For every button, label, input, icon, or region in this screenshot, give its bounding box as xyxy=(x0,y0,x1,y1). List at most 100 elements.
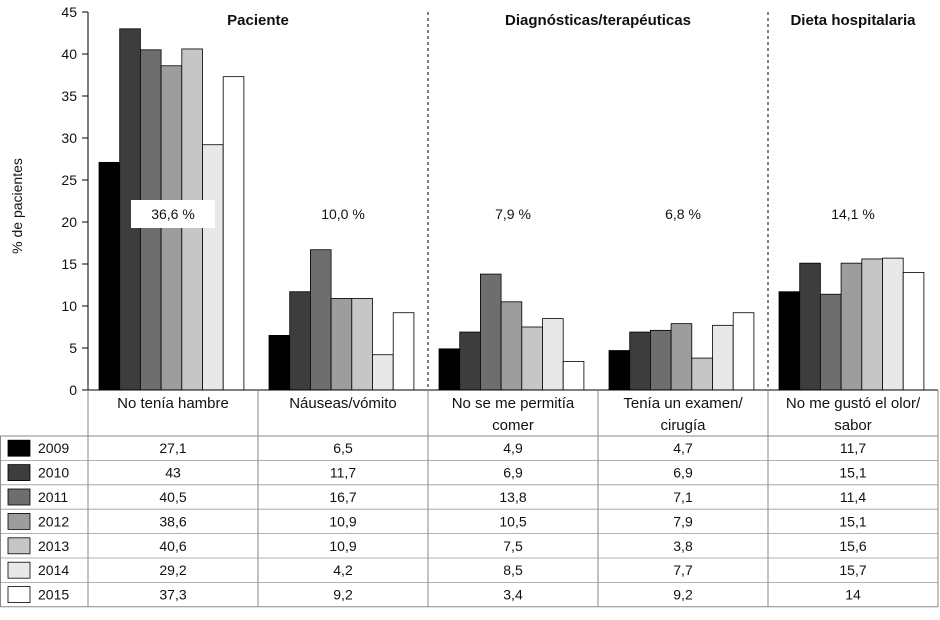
table-cell: 9,2 xyxy=(673,587,693,603)
bar-2009-cat-3 xyxy=(608,350,631,391)
y-tick-label: 15 xyxy=(61,256,77,272)
bar-2015-cat-4 xyxy=(902,271,925,391)
bar-2013-cat-3 xyxy=(691,357,713,391)
table-cell: 11,7 xyxy=(330,465,356,481)
table-cell: 10,9 xyxy=(329,538,356,554)
y-tick-label: 10 xyxy=(61,298,77,314)
table-cell: 15,6 xyxy=(839,538,866,554)
table-cell: 6,9 xyxy=(503,465,523,481)
y-tick-label: 30 xyxy=(61,130,77,146)
table-cell: 15,1 xyxy=(839,513,866,529)
table-cell: 29,2 xyxy=(159,562,186,578)
y-tick-label: 35 xyxy=(61,88,77,104)
legend-year-label: 2011 xyxy=(38,489,68,505)
bar-2014-cat-0 xyxy=(202,144,224,391)
y-tick-label: 0 xyxy=(69,382,77,398)
bar-2012-cat-3 xyxy=(670,323,693,391)
bar-2011-cat-2 xyxy=(479,273,502,391)
table-cell: 38,6 xyxy=(159,513,186,529)
bar-2013-cat-1 xyxy=(351,298,373,391)
bar-2014-cat-4 xyxy=(882,257,904,391)
category-total-label: 6,8 % xyxy=(665,206,701,222)
bar-2015-cat-0 xyxy=(222,76,245,391)
bar-2011-cat-1 xyxy=(309,249,332,391)
table-cell: 27,1 xyxy=(159,440,186,456)
pct-label-bg xyxy=(131,200,215,228)
table-cell: 4,2 xyxy=(333,562,353,578)
table-cell: 13,8 xyxy=(499,489,526,505)
category-label: sabor xyxy=(834,417,872,434)
legend-swatch-2009 xyxy=(7,439,31,457)
bar-2009-cat-0 xyxy=(98,161,121,391)
legend-year-label: 2013 xyxy=(38,538,69,554)
table-cell: 14 xyxy=(845,587,861,603)
legend-swatch-2014 xyxy=(7,561,31,579)
table-cell: 7,7 xyxy=(673,562,693,578)
category-label: cirugía xyxy=(660,417,706,434)
legend-swatch-2011 xyxy=(7,488,31,506)
legend-swatch-2012 xyxy=(7,513,31,530)
table-cell: 7,9 xyxy=(673,513,693,529)
bar-2010-cat-4 xyxy=(799,262,821,391)
bar-2010-cat-3 xyxy=(629,331,651,391)
bar-2010-cat-1 xyxy=(289,291,311,391)
bar-2014-cat-2 xyxy=(542,318,564,391)
table-cell: 4,7 xyxy=(673,440,693,456)
table-cell: 4,9 xyxy=(503,440,523,456)
table-cell: 15,7 xyxy=(839,562,866,578)
table-cell: 16,7 xyxy=(329,489,356,505)
table-cell: 40,5 xyxy=(159,489,186,505)
table-cell: 3,4 xyxy=(503,587,523,603)
table-cell: 9,2 xyxy=(333,587,353,603)
bar-2011-cat-4 xyxy=(820,293,842,391)
legend-year-label: 2014 xyxy=(38,562,69,578)
bar-2009-cat-1 xyxy=(268,334,291,391)
section-title: Paciente xyxy=(227,12,289,29)
legend-year-label: 2009 xyxy=(38,440,69,456)
bar-2015-cat-2 xyxy=(562,361,585,391)
legend-swatch-2013 xyxy=(7,537,31,555)
table-cell: 40,6 xyxy=(159,538,186,554)
table-cell: 7,5 xyxy=(503,538,523,554)
category-label: Náuseas/vómito xyxy=(289,395,397,412)
bar-2012-cat-4 xyxy=(840,262,863,391)
bar-2013-cat-4 xyxy=(861,258,883,391)
y-tick-label: 25 xyxy=(61,172,77,188)
bar-2010-cat-2 xyxy=(459,331,481,391)
legend-swatch-2015 xyxy=(7,586,31,603)
y-tick-label: 40 xyxy=(61,46,77,62)
legend-year-label: 2010 xyxy=(38,465,69,481)
category-label: comer xyxy=(492,417,534,434)
category-total-label: 36,6 % xyxy=(151,206,195,222)
table-cell: 11,7 xyxy=(840,440,866,456)
bar-2011-cat-3 xyxy=(650,329,672,391)
table-cell: 6,5 xyxy=(333,440,353,456)
bar-2009-cat-4 xyxy=(778,291,801,391)
section-title: Diagnósticas/terapéuticas xyxy=(505,12,691,29)
section-title: Dieta hospitalaria xyxy=(790,12,916,29)
table-cell: 37,3 xyxy=(159,587,186,603)
bar-2013-cat-2 xyxy=(521,326,543,391)
table-cell: 8,5 xyxy=(503,562,523,578)
bar-2014-cat-3 xyxy=(712,324,734,391)
category-total-label: 14,1 % xyxy=(831,206,875,222)
category-label: No se me permitía xyxy=(452,395,575,412)
bar-2015-cat-1 xyxy=(392,312,415,391)
y-tick-label: 20 xyxy=(61,214,77,230)
category-label: Tenía un examen/ xyxy=(623,395,743,412)
table-cell: 7,1 xyxy=(673,489,693,505)
table-cell: 3,8 xyxy=(673,538,693,554)
legend-year-label: 2015 xyxy=(38,587,69,603)
bar-2012-cat-1 xyxy=(330,298,353,391)
category-total-label: 10,0 % xyxy=(321,206,365,222)
table-cell: 10,5 xyxy=(499,513,526,529)
y-tick-label: 45 xyxy=(61,4,77,20)
table-cell: 10,9 xyxy=(329,513,356,529)
bar-2009-cat-2 xyxy=(438,348,461,391)
legend-year-label: 2012 xyxy=(38,513,69,529)
category-label: No me gustó el olor/ xyxy=(786,395,921,412)
category-label: No tenía hambre xyxy=(117,395,229,412)
table-cell: 6,9 xyxy=(673,465,693,481)
bar-2012-cat-2 xyxy=(500,301,523,391)
